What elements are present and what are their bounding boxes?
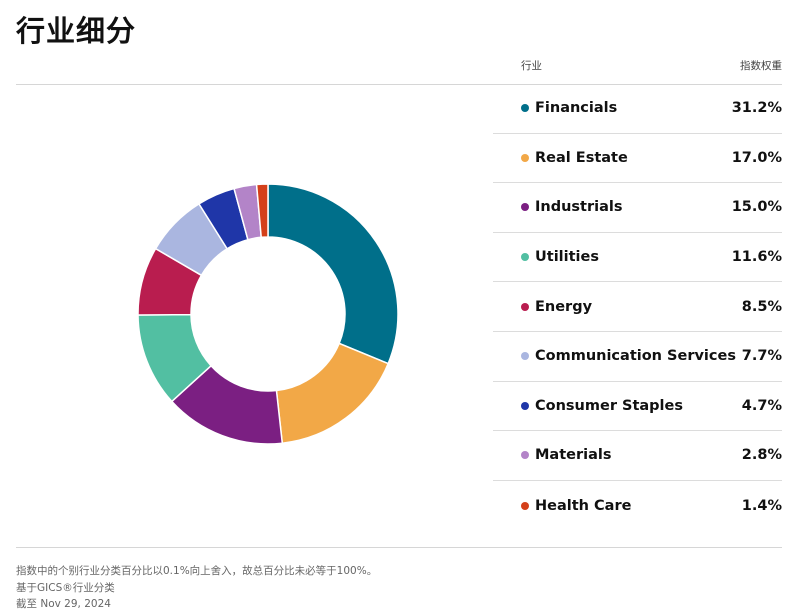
donut-chart-svg <box>137 183 399 445</box>
legend: 行业 指数权重 Financials 31.2% Real Estate 17.0% I… <box>493 54 782 514</box>
legend-sector-name: Materials <box>535 447 612 464</box>
legend-sector-name: Industrials <box>535 199 623 216</box>
divider <box>16 547 782 548</box>
legend-swatch-icon <box>521 401 529 410</box>
legend-swatch-icon <box>521 153 529 162</box>
footnote-date: 截至 Nov 29, 2024 <box>16 598 111 610</box>
legend-row: Financials 31.2% <box>493 84 782 134</box>
legend-row: Materials 2.8% <box>493 431 782 481</box>
legend-weight-value: 7.7% <box>741 348 782 365</box>
legend-label-group: Utilities <box>521 249 599 265</box>
legend-row: Health Care 1.4% <box>493 481 782 531</box>
legend-sector-name: Financials <box>535 100 618 117</box>
legend-swatch-icon <box>521 451 529 460</box>
legend-weight-value: 31.2% <box>731 100 782 117</box>
footnote-rounding: 指数中的个别行业分类百分比以0.1%向上舍入，故总百分比未必等于100%。 <box>16 565 378 577</box>
legend-row: Energy 8.5% <box>493 282 782 332</box>
legend-label-group: Consumer Staples <box>521 398 683 414</box>
donut-slice-real-estate <box>275 342 390 445</box>
legend-sector-name: Health Care <box>535 497 632 514</box>
legend-weight-value: 15.0% <box>731 199 782 216</box>
legend-label-group: Communication Services <box>521 348 736 364</box>
legend-header: 行业 指数权重 <box>521 54 782 76</box>
legend-header-sector: 行业 <box>521 59 542 72</box>
legend-label-group: Energy <box>521 299 592 315</box>
legend-label-group: Materials <box>521 447 612 463</box>
legend-weight-value: 4.7% <box>741 397 782 414</box>
legend-swatch-icon <box>521 501 529 510</box>
legend-sector-name: Real Estate <box>535 149 628 166</box>
legend-weight-value: 8.5% <box>741 298 782 315</box>
legend-label-group: Financials <box>521 100 617 116</box>
legend-header-weight: 指数权重 <box>740 59 782 72</box>
legend-weight-value: 2.8% <box>741 447 782 464</box>
legend-sector-name: Energy <box>535 298 593 315</box>
legend-swatch-icon <box>521 352 529 361</box>
legend-swatch-icon <box>521 203 529 212</box>
legend-row: Industrials 15.0% <box>493 183 782 233</box>
legend-weight-value: 1.4% <box>741 497 782 514</box>
donut-slice-financials <box>267 183 399 365</box>
legend-weight-value: 11.6% <box>731 249 782 266</box>
legend-weight-value: 17.0% <box>731 149 782 166</box>
legend-row: Consumer Staples 4.7% <box>493 382 782 432</box>
legend-sector-name: Utilities <box>535 249 599 266</box>
legend-sector-name: Consumer Staples <box>535 397 683 414</box>
page-title: 行业细分 <box>16 14 137 48</box>
legend-label-group: Real Estate <box>521 150 628 166</box>
legend-label-group: Industrials <box>521 199 623 215</box>
footnote-classification: 基于GICS®行业分类 <box>16 581 115 594</box>
legend-row: Utilities 11.6% <box>493 233 782 283</box>
legend-sector-name: Communication Services <box>535 348 736 365</box>
legend-swatch-icon <box>521 104 529 113</box>
footnotes: 指数中的个别行业分类百分比以0.1%向上舍入，故总百分比未必等于100%。 基于… <box>16 563 776 610</box>
legend-swatch-icon <box>521 302 529 311</box>
legend-swatch-icon <box>521 253 529 262</box>
legend-label-group: Health Care <box>521 498 631 514</box>
donut-slice-health-care <box>255 183 269 239</box>
divider <box>16 84 782 85</box>
legend-row: Real Estate 17.0% <box>493 134 782 184</box>
legend-row: Communication Services 7.7% <box>493 332 782 382</box>
legend-list: Financials 31.2% Real Estate 17.0% Industria… <box>493 84 782 530</box>
donut-chart <box>130 176 406 452</box>
